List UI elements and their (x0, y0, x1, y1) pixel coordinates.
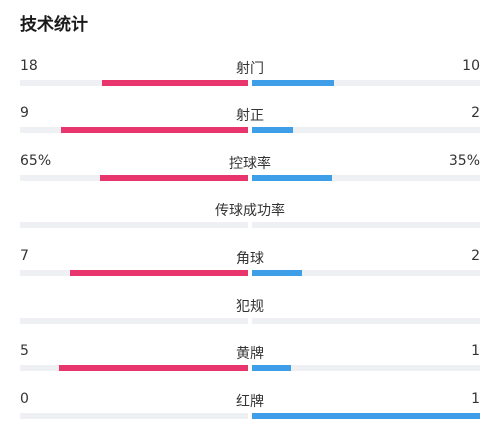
home-bar-track (20, 222, 248, 228)
away-bar-fill (252, 80, 335, 86)
away-bar-track (252, 365, 480, 371)
stat-row-red-cards: 0 红牌 1 (0, 391, 500, 431)
away-bar-track (252, 127, 480, 133)
away-value: 35% (448, 153, 480, 169)
stat-label: 角球 (236, 251, 264, 267)
stat-row-yellow-cards: 5 黄牌 1 (0, 343, 500, 383)
home-value: 0 (20, 391, 29, 407)
home-bar-track (20, 318, 248, 324)
home-bar-track (20, 365, 248, 371)
home-bar-track (20, 127, 248, 133)
home-value: 18 (20, 58, 38, 74)
away-bar-fill (252, 127, 294, 133)
home-bar-track (20, 270, 248, 276)
away-value: 1 (471, 391, 480, 407)
away-value: 10 (462, 58, 480, 74)
stat-row-possession: 65% 控球率 35% (0, 153, 500, 193)
home-value: 65% (20, 153, 52, 169)
away-bar-track (252, 175, 480, 181)
home-bar-fill (99, 175, 248, 181)
away-value: 1 (471, 343, 480, 359)
section-title: 技术统计 (20, 15, 88, 35)
home-bar-fill (58, 365, 248, 371)
away-bar-track (252, 222, 480, 228)
stat-label: 传球成功率 (215, 203, 285, 219)
away-bar-fill (252, 175, 332, 181)
home-value: 7 (20, 248, 29, 264)
home-bar-track (20, 175, 248, 181)
home-value: 5 (20, 343, 29, 359)
stat-row-corners: 7 角球 2 (0, 248, 500, 288)
stat-label: 控球率 (229, 156, 271, 172)
home-bar-fill (70, 270, 248, 276)
away-bar-fill (252, 270, 303, 276)
home-bar-track (20, 80, 248, 86)
home-bar-fill (102, 80, 248, 86)
stat-label: 黄牌 (236, 346, 264, 362)
home-bar-fill (61, 127, 248, 133)
away-bar-fill (252, 365, 291, 371)
stat-label: 射门 (236, 61, 264, 77)
stat-row-shots-on-target: 9 射正 2 (0, 105, 500, 145)
away-value: 2 (471, 248, 480, 264)
stat-label: 红牌 (236, 394, 264, 410)
stat-label: 犯规 (236, 299, 264, 315)
stat-label: 射正 (236, 108, 264, 124)
stat-row-fouls: 犯规 (0, 296, 500, 336)
away-bar-track (252, 80, 480, 86)
away-bar-track (252, 413, 480, 419)
home-value: 9 (20, 105, 29, 121)
away-value: 2 (471, 105, 480, 121)
stat-row-pass-accuracy: 传球成功率 (0, 200, 500, 240)
home-bar-track (20, 413, 248, 419)
away-bar-fill (252, 413, 480, 419)
away-bar-track (252, 318, 480, 324)
stat-row-shots: 18 射门 10 (0, 58, 500, 98)
away-bar-track (252, 270, 480, 276)
